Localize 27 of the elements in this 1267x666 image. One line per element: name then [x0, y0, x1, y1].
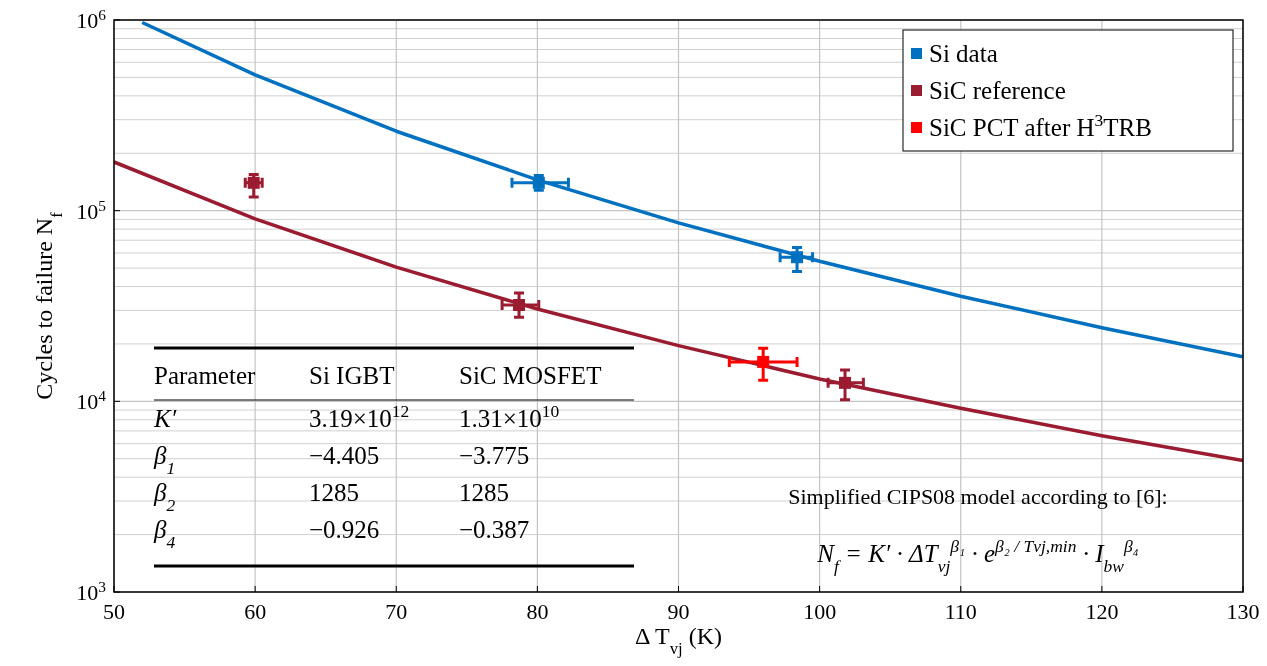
x-tick-label: 130	[1226, 599, 1260, 624]
line-series	[140, 20, 1243, 359]
text: β$_{1}$ −4.405 −3.775	[154, 442, 530, 478]
x-tick-label: 70	[385, 599, 408, 624]
text: Parameter Si IGBT SiC MOSFET	[154, 362, 602, 389]
legend-label: SiC PCT after H$^{3}$TRB	[929, 110, 1152, 141]
legend-label: Si data	[929, 40, 998, 67]
x-tick-label: 110	[944, 599, 977, 624]
text: β$_{4}$ −0.926 −0.387	[154, 516, 530, 552]
y-tick-label: 10$^{5}$	[76, 196, 107, 224]
x-tick-label: 60	[244, 599, 267, 624]
point	[247, 176, 260, 189]
y-tick-label: 10$^{4}$	[76, 386, 107, 415]
text: β$_{2}$ 1285 1285	[154, 479, 509, 515]
point	[791, 251, 804, 264]
point	[757, 355, 770, 368]
text: K′ 3.19×10$^{12}$ 1.31×10$^{10}$	[154, 401, 560, 432]
point	[839, 376, 852, 389]
x-tick-label: 120	[1085, 599, 1119, 624]
x-tick-label: 100	[803, 599, 837, 624]
y-tick-label: 10$^{6}$	[76, 5, 107, 33]
x-tick-label: 80	[526, 599, 549, 624]
x-axis-title: Δ T$_{vj}$ (K)	[634, 623, 723, 658]
annotation: Simplified CIPS08 model according to [6]:	[788, 484, 1168, 509]
point	[513, 299, 526, 312]
legend-label: SiC reference	[929, 77, 1066, 104]
x-tick-label: 90	[667, 599, 690, 624]
